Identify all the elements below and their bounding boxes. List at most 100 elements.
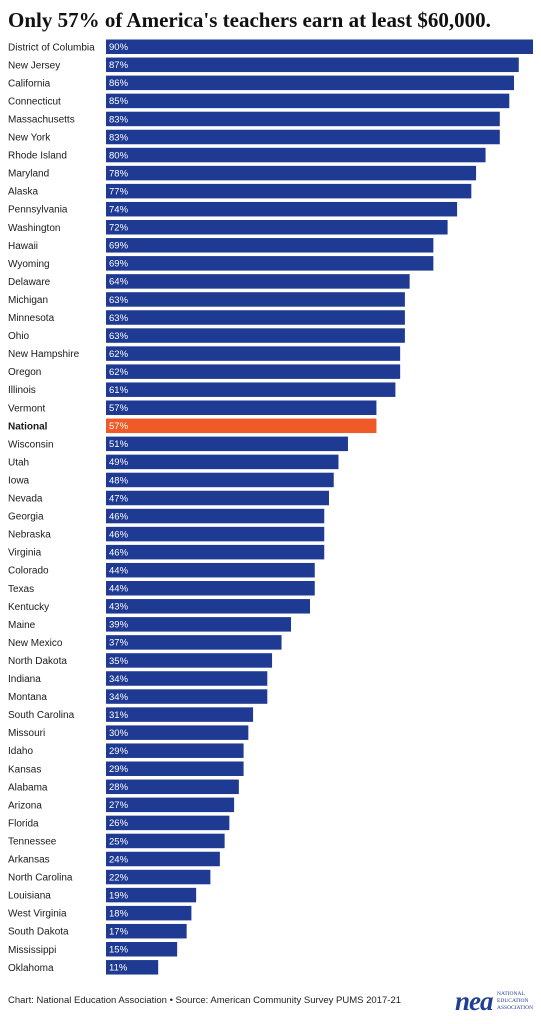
category-label: West Virginia: [8, 909, 67, 920]
bar: [106, 274, 410, 289]
bar: [106, 238, 434, 253]
category-label: Massachusetts: [8, 114, 75, 125]
value-label: 46%: [109, 547, 129, 558]
bar: [106, 220, 448, 235]
value-label: 63%: [109, 295, 129, 306]
value-label: 26%: [109, 818, 129, 829]
category-label: Texas: [8, 584, 34, 595]
bar: [106, 833, 225, 849]
bar: [106, 508, 325, 524]
value-label: 87%: [109, 60, 129, 71]
category-label: Illinois: [8, 385, 36, 396]
value-label: 44%: [109, 566, 129, 577]
category-label: Maryland: [8, 169, 49, 180]
bar: [106, 526, 325, 542]
bar: [106, 707, 254, 722]
category-label: Nebraska: [8, 530, 51, 541]
category-label: Arkansas: [8, 855, 50, 866]
bar: [106, 292, 405, 307]
chart-title: Only 57% of America's teachers earn at l…: [8, 8, 491, 32]
category-label: Pennsylvania: [8, 205, 68, 216]
bar: [106, 436, 348, 452]
bar: [106, 869, 211, 885]
value-label: 64%: [109, 277, 129, 288]
category-label: North Carolina: [8, 873, 73, 884]
value-label: 83%: [109, 132, 129, 143]
value-label: 69%: [109, 259, 129, 270]
value-label: 51%: [109, 439, 129, 450]
category-label: Maine: [8, 620, 36, 631]
value-label: 46%: [109, 511, 129, 522]
category-label: District of Columbia: [8, 42, 95, 53]
bar: [106, 39, 533, 54]
value-label: 44%: [109, 584, 129, 595]
category-label: California: [8, 78, 51, 89]
bar: [106, 382, 396, 397]
category-label: Alaska: [8, 187, 38, 198]
bar: [106, 960, 159, 975]
value-label: 69%: [109, 241, 129, 252]
bar: [106, 129, 500, 145]
category-label: Oregon: [8, 367, 41, 378]
category-label: Indiana: [8, 674, 41, 685]
category-label: Kentucky: [8, 602, 49, 613]
category-label: Hawaii: [8, 241, 38, 252]
nea-logo: nea NATIONAL EDUCATION ASSOCIATION: [455, 988, 535, 1016]
category-label: Georgia: [8, 512, 44, 523]
value-label: 57%: [109, 421, 129, 432]
category-label: Virginia: [8, 548, 42, 559]
value-label: 72%: [109, 223, 129, 234]
value-label: 19%: [109, 890, 129, 901]
category-label: Utah: [8, 457, 29, 468]
category-label: Missouri: [8, 728, 45, 739]
value-label: 17%: [109, 927, 129, 938]
value-label: 61%: [109, 385, 129, 396]
category-label: Wisconsin: [8, 439, 54, 450]
category-label: Washington: [8, 223, 60, 234]
category-label: Rhode Island: [8, 151, 67, 162]
bar: [106, 201, 458, 217]
value-label: 62%: [109, 367, 129, 378]
bar-national: [106, 418, 377, 434]
category-label: Iowa: [8, 475, 30, 486]
value-label: 57%: [109, 403, 129, 414]
value-label: 29%: [109, 764, 129, 775]
bar: [106, 490, 329, 506]
category-label: Minnesota: [8, 313, 55, 324]
value-label: 80%: [109, 150, 129, 161]
bar: [106, 581, 315, 596]
bar: [106, 328, 405, 343]
value-label: 47%: [109, 493, 129, 504]
value-label: 34%: [109, 692, 129, 703]
bar: [106, 905, 192, 921]
bar: [106, 779, 239, 795]
bar: [106, 725, 249, 740]
value-label: 22%: [109, 872, 129, 883]
bar: [106, 544, 325, 560]
value-label: 46%: [109, 529, 129, 540]
category-label: Montana: [8, 692, 47, 703]
value-label: 43%: [109, 602, 129, 613]
logo-line: ASSOCIATION: [497, 1005, 534, 1011]
category-label: South Carolina: [8, 710, 75, 721]
bar: [106, 743, 244, 758]
bar: [106, 472, 334, 488]
value-label: 74%: [109, 205, 129, 216]
category-label: New Jersey: [8, 60, 60, 71]
category-label: Michigan: [8, 295, 48, 306]
chart-footer: Chart: National Education Association • …: [8, 995, 402, 1006]
bar: [106, 653, 273, 668]
value-label: 62%: [109, 349, 129, 360]
bar: [106, 183, 472, 199]
value-label: 27%: [109, 800, 129, 811]
bar: [106, 346, 401, 361]
category-label: National: [8, 421, 48, 432]
category-label: Ohio: [8, 331, 30, 342]
category-label: Mississippi: [8, 945, 56, 956]
value-label: 31%: [109, 710, 129, 721]
category-label: New York: [8, 133, 51, 144]
bar: [106, 617, 292, 632]
bar: [106, 599, 311, 614]
category-label: Florida: [8, 818, 39, 829]
category-label: Arizona: [8, 800, 42, 811]
